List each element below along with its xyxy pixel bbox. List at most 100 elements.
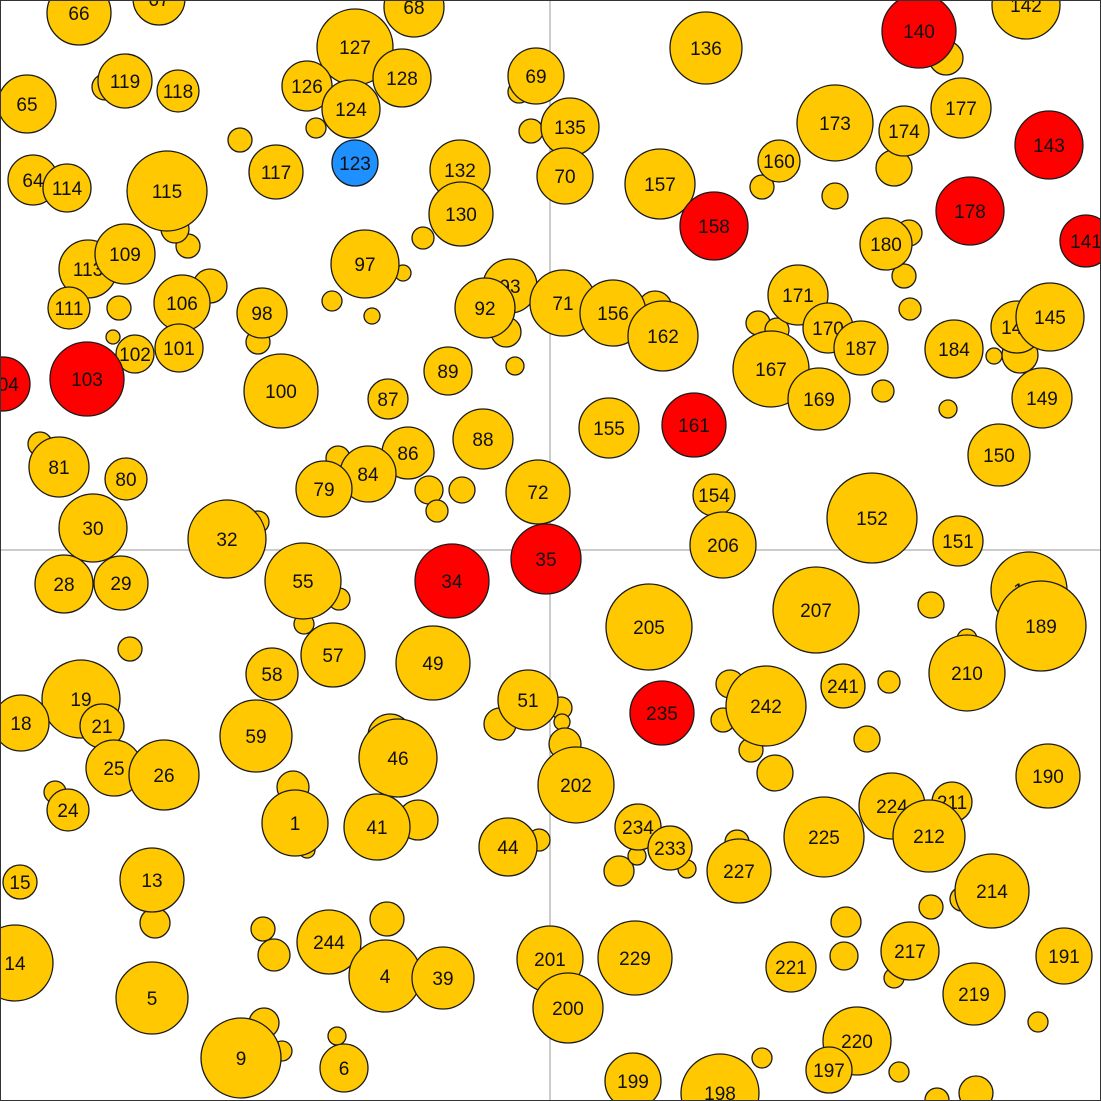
node-142[interactable]: 142	[991, 1, 1061, 40]
node-200[interactable]: 200	[532, 972, 604, 1044]
node-39[interactable]: 39	[411, 946, 475, 1010]
node-circle[interactable]	[423, 346, 473, 396]
node-5[interactable]: 5	[115, 961, 189, 1035]
node-150[interactable]: 150	[967, 423, 1031, 487]
node-65[interactable]: 65	[1, 74, 57, 134]
small-node-dot[interactable]	[1027, 1011, 1049, 1033]
node-circle[interactable]	[881, 1, 957, 69]
node-circle[interactable]	[47, 286, 91, 330]
node-199[interactable]: 199	[604, 1052, 662, 1101]
small-node-dot[interactable]	[518, 118, 544, 144]
node-15[interactable]: 15	[2, 864, 38, 900]
node-174[interactable]: 174	[878, 105, 930, 157]
node-circle[interactable]	[219, 699, 293, 773]
node-circle[interactable]	[367, 378, 409, 420]
node-114[interactable]: 114	[42, 163, 92, 213]
node-circle[interactable]	[46, 1, 112, 46]
node-circle[interactable]	[187, 499, 267, 579]
node-227[interactable]: 227	[706, 838, 772, 904]
small-node-dot[interactable]	[227, 127, 253, 153]
node-58[interactable]: 58	[245, 647, 299, 701]
node-circle[interactable]	[942, 962, 1006, 1026]
small-node-dot[interactable]	[917, 591, 945, 619]
node-circle[interactable]	[1, 74, 57, 134]
node-circle[interactable]	[49, 341, 125, 417]
node-circle[interactable]	[1014, 110, 1084, 180]
node-circle[interactable]	[578, 397, 640, 459]
node-circle[interactable]	[604, 1052, 662, 1101]
node-158[interactable]: 158	[679, 191, 749, 261]
node-89[interactable]: 89	[423, 346, 473, 396]
node-circle[interactable]	[28, 436, 90, 498]
node-circle[interactable]	[1011, 367, 1073, 429]
node-18[interactable]: 18	[1, 694, 50, 752]
node-circle[interactable]	[532, 972, 604, 1044]
node-circle[interactable]	[1015, 282, 1085, 352]
node-92[interactable]: 92	[454, 277, 516, 339]
small-node-dot[interactable]	[603, 855, 635, 887]
small-node-dot[interactable]	[369, 901, 405, 937]
node-51[interactable]: 51	[497, 669, 559, 731]
node-circle[interactable]	[537, 746, 615, 824]
node-46[interactable]: 46	[358, 718, 438, 798]
node-102[interactable]: 102	[115, 334, 155, 374]
node-circle[interactable]	[330, 229, 400, 299]
node-circle[interactable]	[58, 493, 128, 563]
node-101[interactable]: 101	[154, 323, 204, 373]
node-97[interactable]: 97	[330, 229, 400, 299]
node-106[interactable]: 106	[153, 274, 211, 332]
node-circle[interactable]	[1, 694, 50, 752]
node-32[interactable]: 32	[187, 499, 267, 579]
node-circle[interactable]	[765, 941, 817, 993]
small-node-dot[interactable]	[898, 297, 922, 321]
node-circle[interactable]	[281, 60, 333, 112]
node-145[interactable]: 145	[1015, 282, 1085, 352]
node-71[interactable]: 71	[529, 269, 597, 337]
node-circle[interactable]	[878, 105, 930, 157]
node-135[interactable]: 135	[540, 97, 600, 157]
node-241[interactable]: 241	[820, 663, 866, 709]
node-128[interactable]: 128	[372, 48, 432, 108]
node-circle[interactable]	[395, 625, 471, 701]
node-circle[interactable]	[132, 1, 186, 26]
node-109[interactable]: 109	[94, 223, 156, 285]
node-30[interactable]: 30	[58, 493, 128, 563]
node-circle[interactable]	[967, 423, 1031, 487]
node-233[interactable]: 233	[647, 825, 693, 871]
node-34[interactable]: 34	[414, 543, 490, 619]
node-circle[interactable]	[264, 542, 342, 620]
small-node-dot[interactable]	[305, 117, 327, 139]
node-70[interactable]: 70	[536, 147, 594, 205]
node-circle[interactable]	[295, 460, 353, 518]
node-circle[interactable]	[928, 634, 1006, 712]
node-152[interactable]: 152	[826, 472, 918, 564]
node-229[interactable]: 229	[597, 920, 673, 996]
node-141[interactable]: 141	[1059, 214, 1101, 268]
node-circle[interactable]	[1059, 214, 1101, 268]
node-72[interactable]: 72	[505, 459, 571, 525]
node-161[interactable]: 161	[661, 392, 727, 458]
node-84[interactable]: 84	[339, 445, 397, 503]
node-219[interactable]: 219	[942, 962, 1006, 1026]
node-151[interactable]: 151	[932, 515, 984, 567]
small-node-dot[interactable]	[505, 356, 525, 376]
node-140[interactable]: 140	[881, 1, 957, 69]
small-node-dot[interactable]	[924, 1087, 950, 1101]
node-circle[interactable]	[605, 583, 693, 671]
node-189[interactable]: 189	[995, 580, 1087, 672]
node-circle[interactable]	[331, 139, 379, 187]
node-190[interactable]: 190	[1015, 743, 1081, 809]
node-circle[interactable]	[119, 847, 185, 913]
node-circle[interactable]	[245, 647, 299, 701]
node-81[interactable]: 81	[28, 436, 90, 498]
small-node-dot[interactable]	[985, 347, 1003, 365]
node-104[interactable]: 104	[1, 356, 31, 412]
node-circle[interactable]	[624, 148, 696, 220]
node-4[interactable]: 4	[348, 939, 422, 1013]
small-node-dot[interactable]	[821, 182, 849, 210]
node-circle[interactable]	[236, 287, 288, 339]
small-node-dot[interactable]	[918, 894, 944, 920]
node-circle[interactable]	[1015, 743, 1081, 809]
small-node-dot[interactable]	[327, 1026, 347, 1046]
node-circle[interactable]	[935, 176, 1005, 246]
